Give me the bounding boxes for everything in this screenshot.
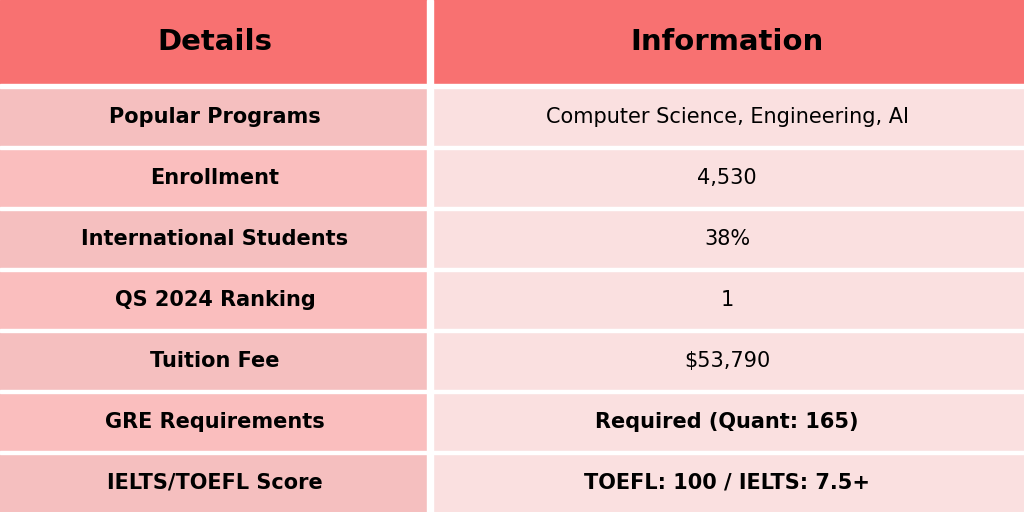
Bar — [0, 329, 1024, 332]
Text: IELTS/TOEFL Score: IELTS/TOEFL Score — [108, 473, 323, 493]
Bar — [0, 210, 430, 268]
Text: QS 2024 Ranking: QS 2024 Ranking — [115, 290, 315, 310]
Bar — [0, 393, 430, 451]
Bar — [0, 271, 430, 329]
Text: TOEFL: 100 / IELTS: 7.5+: TOEFL: 100 / IELTS: 7.5+ — [584, 473, 870, 493]
Text: International Students: International Students — [82, 229, 348, 249]
Bar — [0, 268, 1024, 271]
Text: Enrollment: Enrollment — [151, 167, 280, 187]
Bar — [430, 0, 1024, 84]
Text: Popular Programs: Popular Programs — [110, 106, 321, 126]
Bar — [430, 271, 1024, 329]
Text: Required (Quant: 165): Required (Quant: 165) — [595, 412, 859, 432]
Bar — [430, 393, 1024, 451]
Bar — [430, 332, 1024, 390]
Bar — [0, 332, 430, 390]
Bar — [0, 84, 1024, 88]
Bar — [0, 451, 1024, 454]
Text: Information: Information — [631, 28, 823, 56]
Text: $53,790: $53,790 — [684, 351, 770, 371]
Text: 1: 1 — [721, 290, 733, 310]
Bar — [0, 390, 1024, 393]
Text: Computer Science, Engineering, AI: Computer Science, Engineering, AI — [546, 106, 908, 126]
Bar — [430, 88, 1024, 145]
Bar — [0, 0, 430, 84]
Text: Details: Details — [158, 28, 272, 56]
Bar — [0, 454, 430, 512]
Bar — [0, 207, 1024, 210]
Bar — [427, 0, 433, 512]
Text: Tuition Fee: Tuition Fee — [151, 351, 280, 371]
Bar — [0, 88, 430, 145]
Bar — [430, 148, 1024, 207]
Bar — [430, 454, 1024, 512]
Bar — [0, 145, 1024, 148]
Text: 38%: 38% — [703, 229, 751, 249]
Text: 4,530: 4,530 — [697, 167, 757, 187]
Bar — [430, 210, 1024, 268]
Bar — [0, 148, 430, 207]
Text: GRE Requirements: GRE Requirements — [105, 412, 325, 432]
